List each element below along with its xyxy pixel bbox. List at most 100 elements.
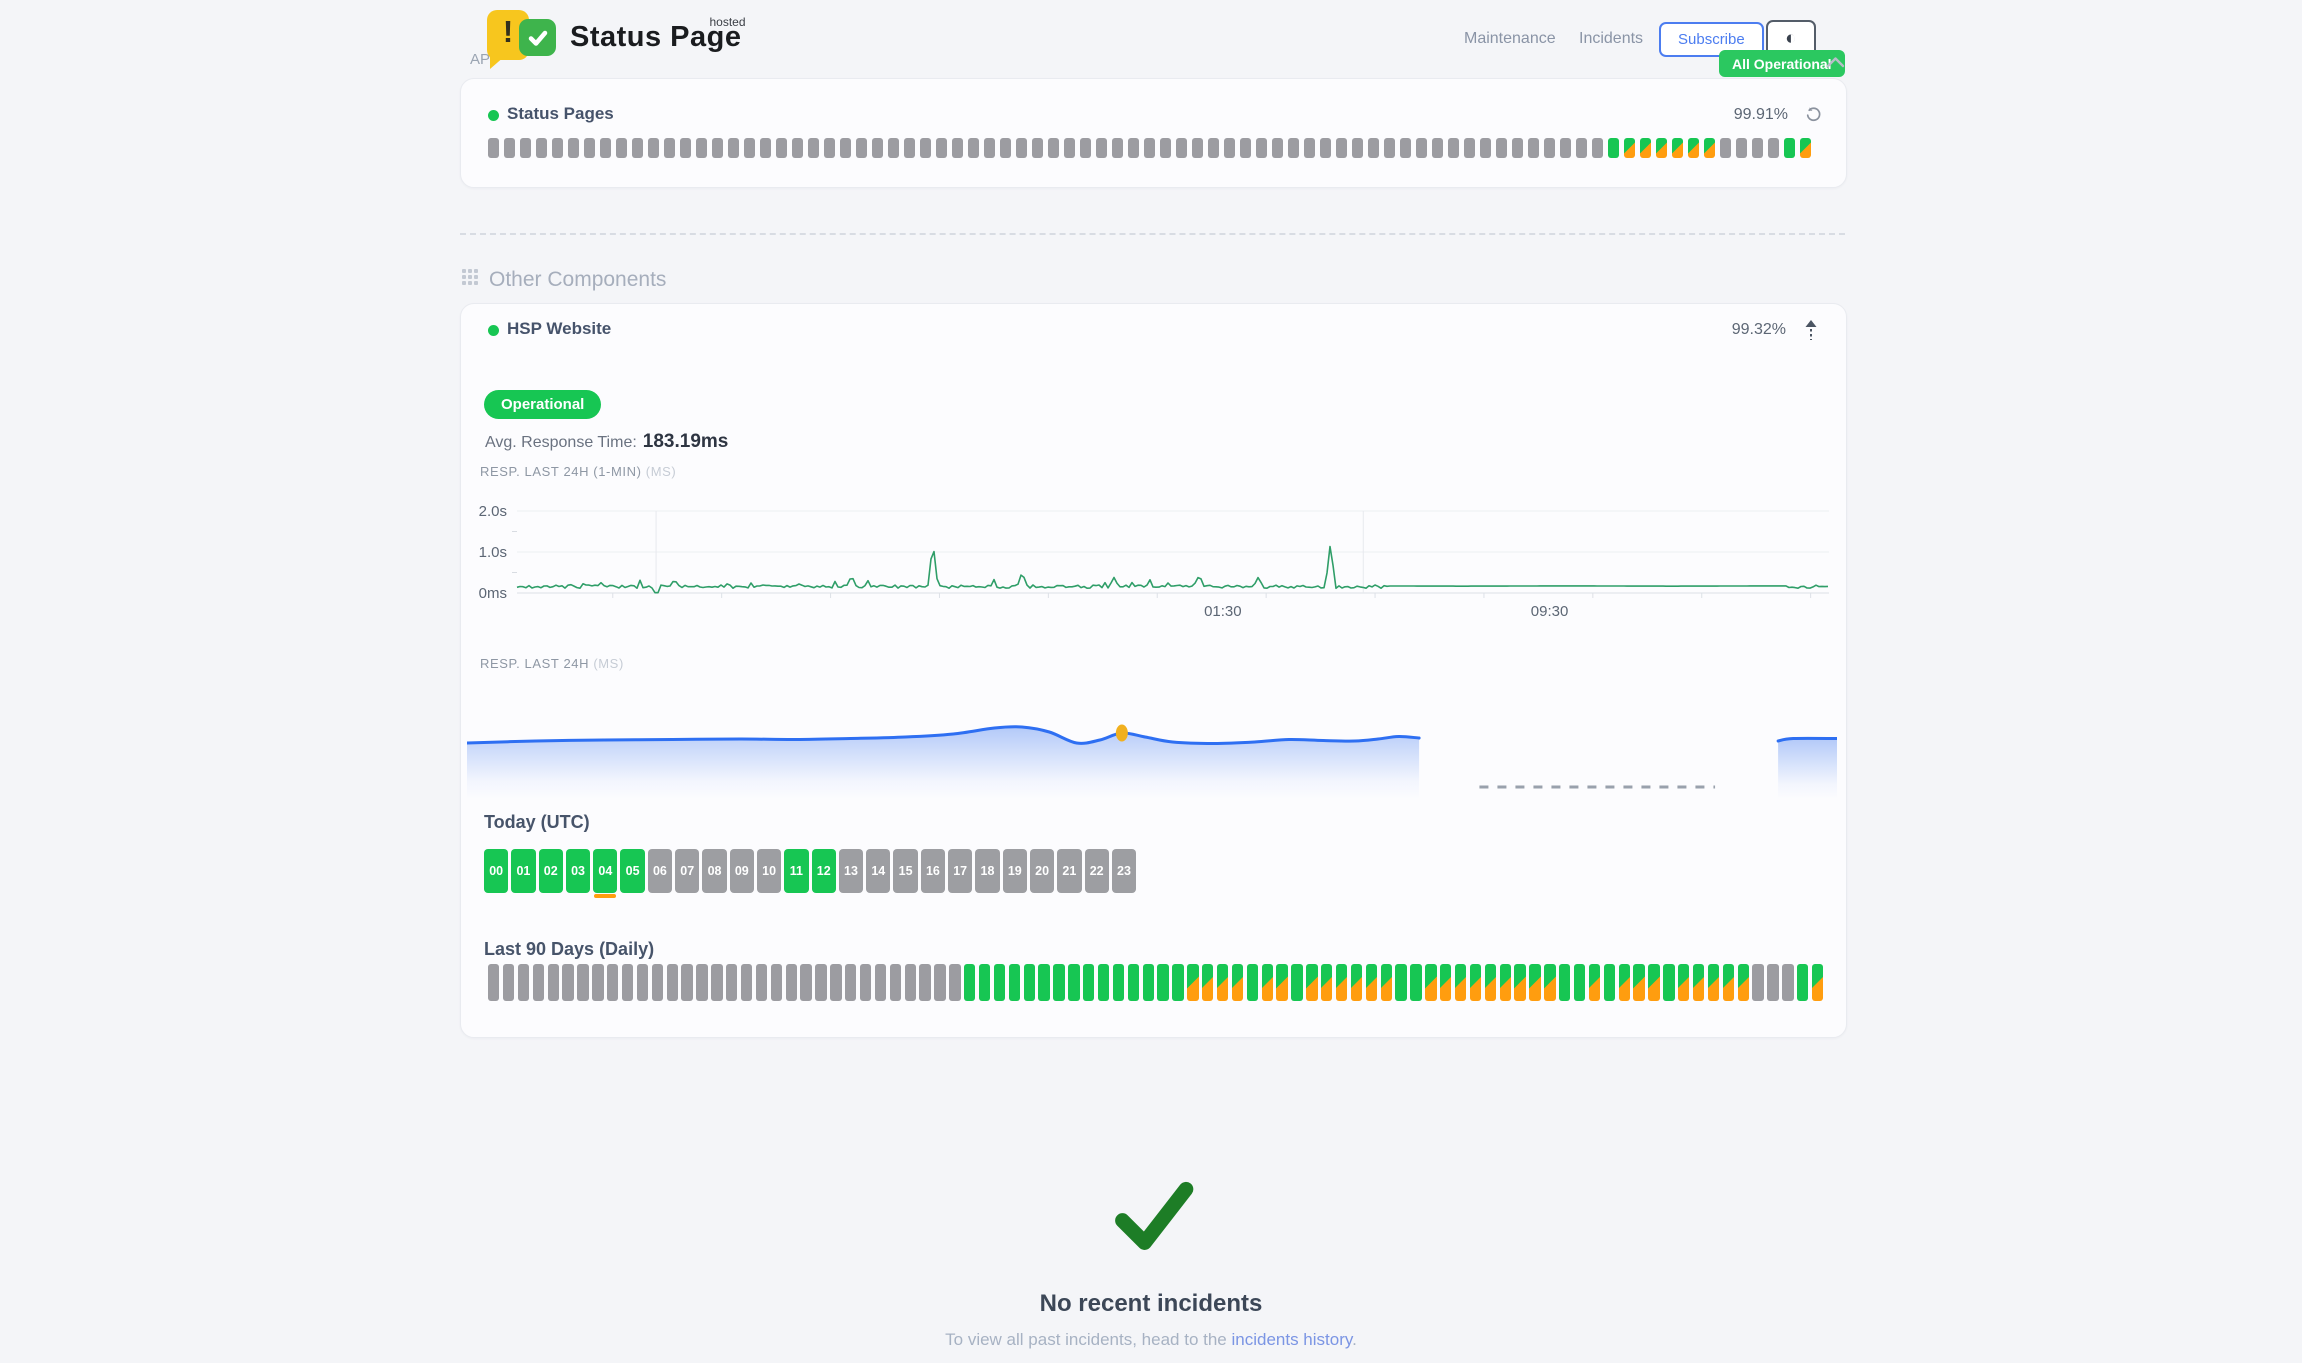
uptime-bar	[1240, 138, 1251, 158]
daily-uptime-bar	[1678, 964, 1690, 1001]
daily-uptime-bar	[1722, 964, 1735, 1001]
uptime-bar	[1128, 138, 1139, 158]
uptime-bar	[1720, 138, 1731, 158]
daily-uptime-bar	[1410, 964, 1422, 1001]
uptime-bar	[504, 138, 515, 158]
uptime-bar	[536, 138, 547, 158]
nav-maintenance[interactable]: Maintenance	[1464, 30, 1556, 47]
daily-uptime-bar	[1633, 964, 1645, 1001]
daily-uptime-bar	[1811, 964, 1824, 1001]
daily-uptime-bar	[1261, 964, 1273, 1001]
hour-block-12: 12	[811, 849, 836, 893]
uptime-bar	[1448, 138, 1459, 158]
uptime-bar	[920, 138, 931, 158]
subscribe-button[interactable]: Subscribe	[1659, 22, 1764, 57]
refresh-icon[interactable]	[1805, 106, 1822, 128]
uptime-bar	[1384, 138, 1395, 158]
daily-uptime-bar	[592, 964, 604, 1001]
uptime-bar	[984, 138, 995, 158]
daily-uptime-bar	[1083, 964, 1095, 1001]
response-time-chart-1min: 2.0s 1.0s 0ms 01:30 09:30	[479, 503, 1829, 620]
daily-uptime-bar	[1559, 964, 1571, 1001]
daily-uptime-bar	[1038, 964, 1050, 1001]
daily-uptime-bar	[1321, 964, 1333, 1001]
uptime-bar	[1064, 138, 1075, 158]
daily-uptime-bar	[1737, 964, 1749, 1001]
status-dot	[488, 110, 499, 121]
uptime-bar	[1800, 138, 1811, 158]
hour-block-19: 19	[1002, 849, 1027, 893]
svg-text:2.0s: 2.0s	[479, 503, 507, 520]
nav-incidents[interactable]: Incidents	[1579, 30, 1644, 47]
daily-uptime-bar	[666, 964, 678, 1001]
uptime-bar	[1272, 138, 1283, 158]
daily-uptime-bar	[934, 964, 946, 1001]
daily-uptime-bar	[904, 964, 916, 1001]
uptime-bar	[584, 138, 595, 158]
hour-block-13: 13	[838, 849, 864, 893]
uptime-bar	[760, 138, 771, 158]
uptime-percentage: 99.32%	[1731, 321, 1786, 338]
svg-text:0ms: 0ms	[479, 585, 507, 602]
uptime-bar	[712, 138, 723, 158]
no-incidents-check-icon	[0, 1172, 2302, 1258]
uptime-bar	[632, 138, 643, 158]
daily-uptime-bar	[1529, 964, 1541, 1001]
uptime-bar	[600, 138, 611, 158]
overall-status-badge: All Operational	[1719, 50, 1845, 77]
uptime-bar	[696, 138, 707, 158]
daily-uptime-bar	[919, 964, 931, 1001]
daily-uptime-bar	[726, 964, 738, 1001]
hour-block-02: 02	[538, 849, 563, 893]
daily-uptime-bar	[889, 964, 902, 1001]
incidents-history-link[interactable]: incidents history	[1231, 1330, 1353, 1349]
group-title-other-components: Other Components	[489, 268, 667, 291]
uptime-bar	[872, 138, 883, 158]
uptime-bar	[968, 138, 979, 158]
hour-block-14: 14	[866, 849, 891, 893]
uptime-bar	[1336, 138, 1347, 158]
daily-uptime-bar	[1008, 964, 1021, 1001]
daily-uptime-bar	[1172, 964, 1184, 1001]
uptime-bar	[1192, 138, 1203, 158]
daily-uptime-bar	[1440, 964, 1452, 1001]
hour-block-03: 03	[565, 849, 591, 893]
daily-uptime-bar	[993, 964, 1006, 1001]
daily-uptime-bar	[859, 964, 872, 1001]
uptime-bar	[936, 138, 947, 158]
hour-block-09: 09	[729, 849, 754, 893]
uptime-bar	[1256, 138, 1267, 158]
daily-uptime-bar	[1454, 964, 1467, 1001]
daily-uptime-bar	[1425, 964, 1437, 1001]
daily-uptime-bar	[1544, 964, 1556, 1001]
daily-uptime-bar	[1514, 964, 1526, 1001]
uptime-bar	[1352, 138, 1363, 158]
daily-uptime-bar	[517, 964, 530, 1001]
uptime-bar	[1144, 138, 1155, 158]
daily-uptime-bar	[1707, 964, 1720, 1001]
daily-uptime-bar	[1068, 964, 1080, 1001]
uptime-bar	[1400, 138, 1411, 158]
uptime-bar	[1496, 138, 1507, 158]
daily-uptime-bar	[1291, 964, 1303, 1001]
daily-uptime-bar	[740, 964, 753, 1001]
daily-uptime-bar	[1023, 964, 1035, 1001]
daily-uptime-bar	[1053, 964, 1065, 1001]
daily-uptime-bar	[1276, 964, 1288, 1001]
logo-check-icon	[519, 19, 556, 56]
uptime-bar	[1688, 138, 1699, 158]
collapse-arrow-up-icon[interactable]	[1804, 319, 1818, 346]
hour-block-10: 10	[756, 849, 782, 893]
uptime-bar	[1736, 138, 1747, 158]
no-incidents-subtitle: To view all past incidents, head to the …	[945, 1330, 1357, 1349]
uptime-bar	[1432, 138, 1443, 158]
daily-uptime-bar	[562, 964, 574, 1001]
last90-bars	[488, 964, 1824, 1001]
uptime-bar	[1624, 138, 1635, 158]
chevron-up-icon[interactable]	[1826, 55, 1845, 73]
daily-uptime-bar	[845, 964, 857, 1001]
avg-response-value: 183.19ms	[642, 431, 729, 452]
daily-uptime-bar	[964, 964, 976, 1001]
status-pages-bars	[488, 138, 1811, 158]
uptime-bar	[520, 138, 531, 158]
